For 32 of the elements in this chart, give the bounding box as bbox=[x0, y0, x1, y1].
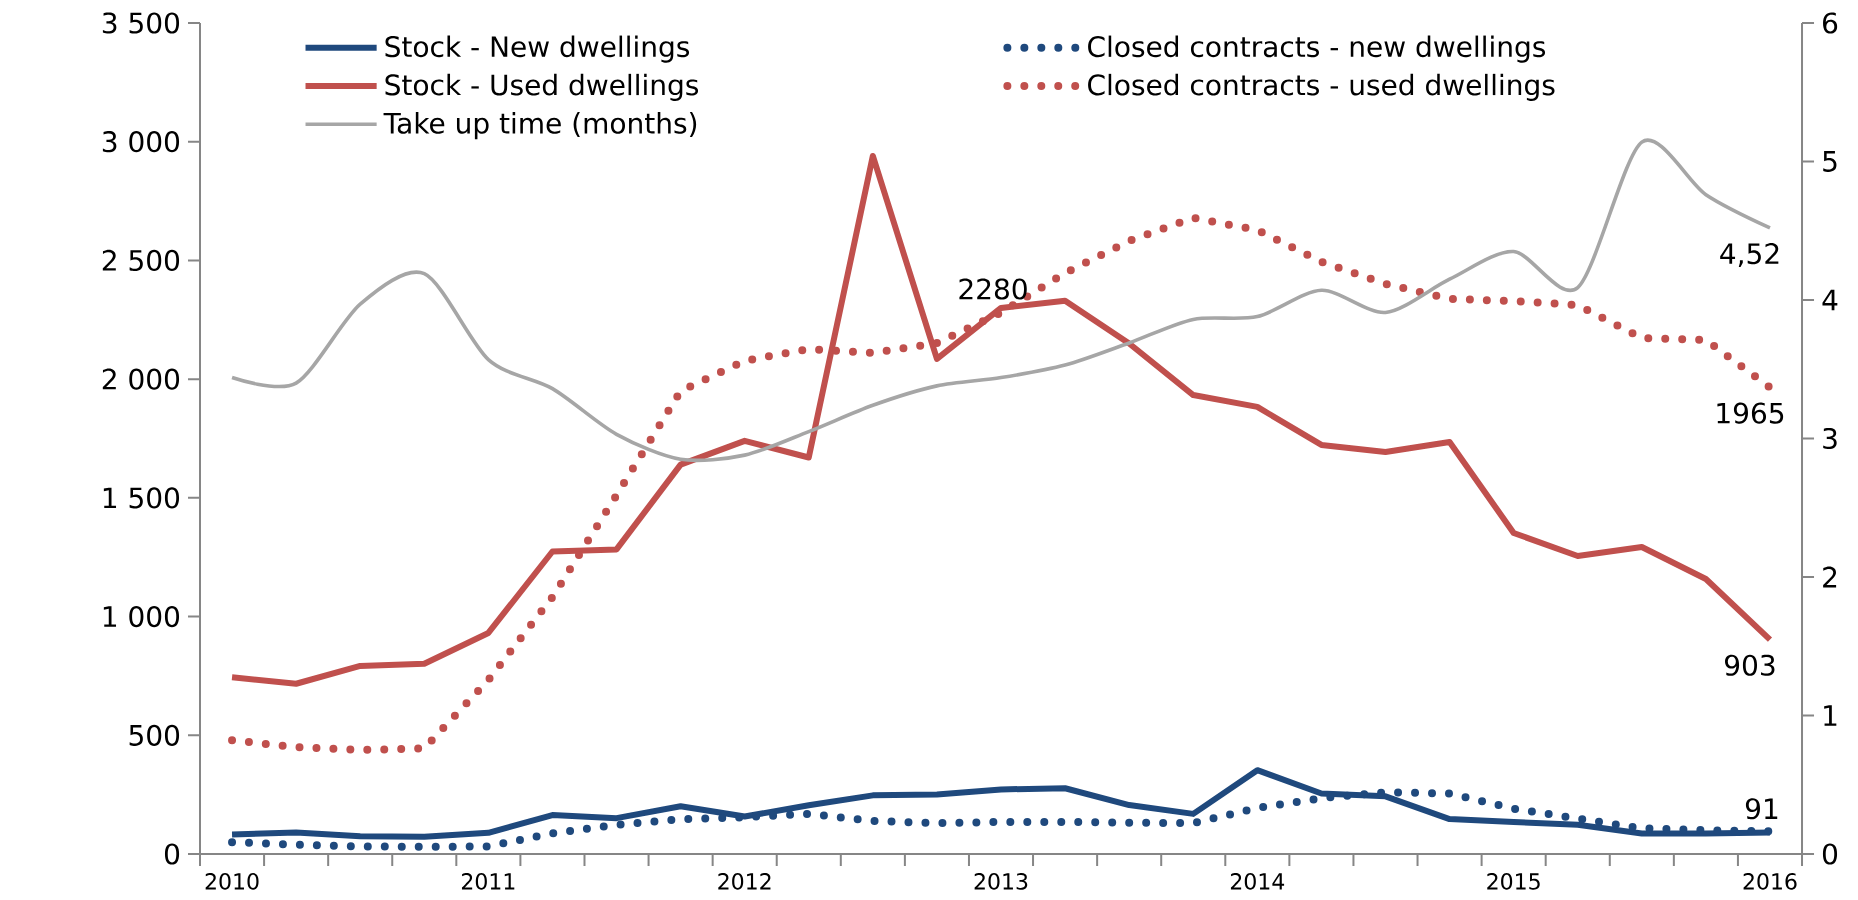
legend-label: Stock - Used dwellings bbox=[385, 73, 699, 101]
y2-tick-label: 2 bbox=[1823, 566, 1837, 588]
y2-tick-label: 3 bbox=[1823, 427, 1837, 450]
y-tick-label: 1 000 bbox=[103, 605, 180, 628]
y-tick-label: 3 500 bbox=[102, 12, 180, 34]
legend-label: Closed contracts - new dwellings bbox=[1088, 35, 1546, 63]
y-tick-label: 500 bbox=[129, 724, 180, 746]
y-tick-label: 3 000 bbox=[102, 131, 180, 153]
y2-tick-label: 4 bbox=[1822, 289, 1838, 311]
y2-tick-label: 1 bbox=[1824, 705, 1837, 726]
data-label: 1965 bbox=[1717, 402, 1784, 424]
x-tick-label: 2016 bbox=[1743, 873, 1797, 890]
y2-tick-label: 0 bbox=[1822, 843, 1838, 865]
data-label: 91 bbox=[1745, 798, 1778, 820]
legend-label: Closed contracts - used dwellings bbox=[1088, 73, 1555, 101]
data-label: 2280 bbox=[959, 278, 1027, 300]
x-tick-label: 2012 bbox=[718, 873, 771, 890]
data-label: 4,52 bbox=[1720, 243, 1779, 268]
x-tick-label: 2011 bbox=[461, 873, 515, 890]
y-tick-label: 0 bbox=[164, 843, 180, 865]
legend-label: Stock - New dwellings bbox=[385, 35, 690, 63]
x-tick-label: 2014 bbox=[1230, 873, 1285, 890]
x-tick-label: 2013 bbox=[974, 873, 1028, 890]
y-tick-label: 2 000 bbox=[102, 368, 180, 390]
y2-tick-label: 5 bbox=[1823, 151, 1837, 172]
data-label: 903 bbox=[1725, 654, 1775, 676]
legend-label: Take up time (months) bbox=[383, 112, 697, 140]
y2-tick-label: 6 bbox=[1823, 12, 1838, 34]
x-tick-label: 2015 bbox=[1487, 873, 1540, 890]
y-tick-label: 1 500 bbox=[103, 487, 180, 509]
x-tick-label: 2010 bbox=[205, 873, 259, 890]
y-tick-label: 2 500 bbox=[102, 249, 180, 272]
